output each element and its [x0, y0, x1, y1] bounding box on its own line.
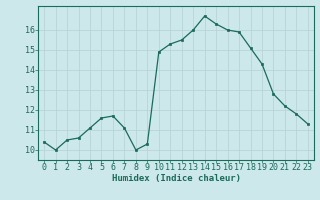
X-axis label: Humidex (Indice chaleur): Humidex (Indice chaleur): [111, 174, 241, 183]
